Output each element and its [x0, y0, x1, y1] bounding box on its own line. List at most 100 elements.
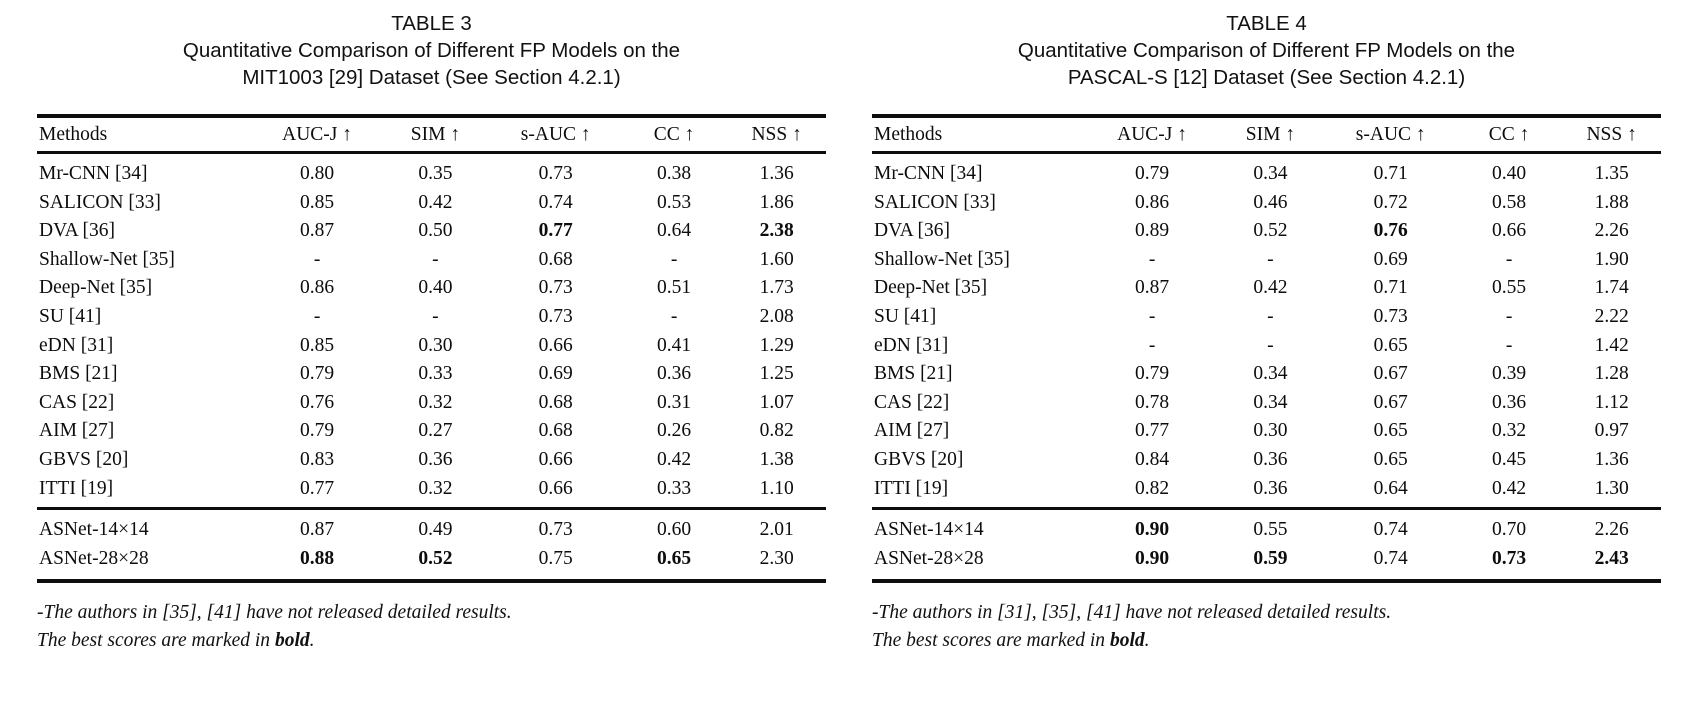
column-header-aucj: AUC-J ↑	[282, 124, 353, 145]
footnote-line2-text: The best scores are marked in	[872, 630, 1110, 652]
table-row: DVA [36] 0.89 0.52 0.76 0.66 2.26	[872, 217, 1661, 246]
table-row: SALICON [33] 0.85 0.42 0.74 0.53 1.86	[37, 189, 826, 218]
value-cell: 0.79	[1135, 163, 1170, 184]
value-cell: 0.30	[1253, 420, 1288, 442]
value-cell: 2.43	[1594, 547, 1629, 569]
value-cell: 0.79	[300, 363, 335, 385]
value-cell: 1.74	[1594, 277, 1629, 299]
value-cell: 0.26	[657, 420, 692, 442]
footnote-line2: The best scores are marked in bold.	[872, 627, 1661, 655]
value-cell: 0.73	[1492, 547, 1527, 569]
value-cell: -	[670, 305, 678, 327]
method-cell: ASNet-14×14	[874, 519, 984, 541]
value-cell: 0.42	[418, 191, 453, 213]
table4: Methods AUC-J ↑ SIM ↑ s-AUC ↑ CC ↑ NSS ↑…	[872, 114, 1661, 583]
value-cell: 1.42	[1594, 334, 1629, 356]
value-cell: 0.71	[1373, 163, 1408, 184]
method-cell: eDN [31]	[39, 334, 114, 356]
value-cell: 0.58	[1492, 191, 1527, 213]
footnote-bold-word: bold	[274, 630, 310, 652]
value-cell: 1.88	[1594, 191, 1629, 213]
value-cell: 0.33	[657, 477, 692, 499]
value-cell: 0.40	[1492, 163, 1527, 184]
value-cell: 1.07	[759, 391, 794, 413]
value-cell: 0.73	[1373, 305, 1408, 327]
table4-footnote: -The authors in [31], [35], [41] have no…	[872, 599, 1661, 655]
value-cell: 0.33	[418, 363, 453, 385]
column-header-sim: SIM ↑	[410, 124, 461, 145]
value-cell: 0.77	[300, 477, 335, 499]
value-cell: 0.65	[1373, 334, 1408, 356]
table-row: Deep-Net [35] 0.86 0.40 0.73 0.51 1.73	[37, 274, 826, 303]
method-cell: ITTI [19]	[874, 477, 949, 499]
value-cell: 0.73	[538, 163, 573, 184]
value-cell: -	[1505, 248, 1513, 270]
value-cell: 0.50	[418, 220, 453, 242]
value-cell: 0.72	[1373, 191, 1408, 213]
value-cell: 0.31	[657, 391, 692, 413]
column-header-sauc: s-AUC ↑	[520, 124, 591, 145]
method-cell: Shallow-Net [35]	[874, 248, 1010, 270]
method-cell: CAS [22]	[874, 391, 950, 413]
table3-body: Mr-CNN [34] 0.80 0.35 0.73 0.38 1.36 SALICON […	[37, 153, 826, 509]
method-cell: ASNet-14×14	[39, 519, 149, 541]
value-cell: 0.82	[1135, 477, 1170, 499]
table-row: Mr-CNN [34] 0.80 0.35 0.73 0.38 1.36	[37, 153, 826, 189]
value-cell: 0.42	[657, 448, 692, 470]
method-cell: DVA [36]	[874, 220, 951, 242]
value-cell: 0.86	[300, 277, 335, 299]
table-row: ASNet-28×28 0.90 0.59 0.74 0.73 2.43	[872, 545, 1661, 582]
method-cell: GBVS [20]	[874, 448, 964, 470]
method-cell: ASNet-28×28	[874, 547, 984, 569]
value-cell: 1.28	[1594, 363, 1629, 385]
table4-caption-line1: Quantitative Comparison of Different FP …	[1017, 39, 1516, 62]
value-cell: 2.08	[759, 305, 794, 327]
value-cell: 0.38	[657, 163, 692, 184]
value-cell: 1.29	[759, 334, 794, 356]
table-row: ITTI [19] 0.77 0.32 0.66 0.33 1.10	[37, 475, 826, 509]
value-cell: 0.45	[1492, 448, 1527, 470]
value-cell: 0.42	[1492, 477, 1527, 499]
value-cell: 0.73	[538, 277, 573, 299]
table-row: GBVS [20] 0.83 0.36 0.66 0.42 1.38	[37, 446, 826, 475]
table3-footnote: -The authors in [35], [41] have not rele…	[37, 599, 826, 655]
method-cell: DVA [36]	[39, 220, 116, 242]
table3-header: Methods AUC-J ↑ SIM ↑ s-AUC ↑ CC ↑ NSS ↑	[37, 116, 826, 153]
value-cell: -	[1148, 248, 1156, 270]
table4-body: Mr-CNN [34] 0.79 0.34 0.71 0.40 1.35 SALICON […	[872, 153, 1661, 509]
value-cell: 2.30	[759, 547, 794, 569]
value-cell: 0.41	[657, 334, 692, 356]
table4-label: TABLE 4	[1226, 12, 1307, 35]
method-cell: Mr-CNN [34]	[39, 163, 148, 184]
table-row: ASNet-14×14 0.90 0.55 0.74 0.70 2.26	[872, 509, 1661, 545]
value-cell: 0.42	[1253, 277, 1288, 299]
value-cell: 0.36	[657, 363, 692, 385]
value-cell: 0.36	[418, 448, 453, 470]
value-cell: 0.87	[300, 519, 335, 541]
value-cell: 0.77	[538, 220, 573, 242]
value-cell: 1.38	[759, 448, 794, 470]
value-cell: 0.65	[1373, 448, 1408, 470]
value-cell: -	[432, 305, 439, 327]
value-cell: 0.69	[538, 363, 573, 385]
table-row: CAS [22] 0.76 0.32 0.68 0.31 1.07	[37, 389, 826, 418]
table3-heading: TABLE 3 Quantitative Comparison of Diffe…	[37, 10, 826, 91]
value-cell: 0.90	[1135, 519, 1170, 541]
column-header-methods: Methods	[874, 124, 943, 145]
value-cell: 0.97	[1594, 420, 1629, 442]
value-cell: 2.01	[759, 519, 794, 541]
value-cell: 2.26	[1594, 220, 1629, 242]
value-cell: -	[1148, 334, 1156, 356]
method-cell: Mr-CNN [34]	[874, 163, 983, 184]
value-cell: -	[1148, 305, 1156, 327]
table-row: AIM [27] 0.77 0.30 0.65 0.32 0.97	[872, 417, 1661, 446]
value-cell: -	[313, 248, 321, 270]
table-row: Shallow-Net [35] - - 0.68 - 1.60	[37, 246, 826, 275]
column-header-cc: CC ↑	[1488, 124, 1530, 145]
column-header-cc: CC ↑	[653, 124, 695, 145]
value-cell: 0.83	[300, 448, 335, 470]
method-cell: GBVS [20]	[39, 448, 129, 470]
value-cell: 0.66	[538, 334, 573, 356]
value-cell: 0.32	[418, 477, 453, 499]
value-cell: 1.25	[759, 363, 794, 385]
